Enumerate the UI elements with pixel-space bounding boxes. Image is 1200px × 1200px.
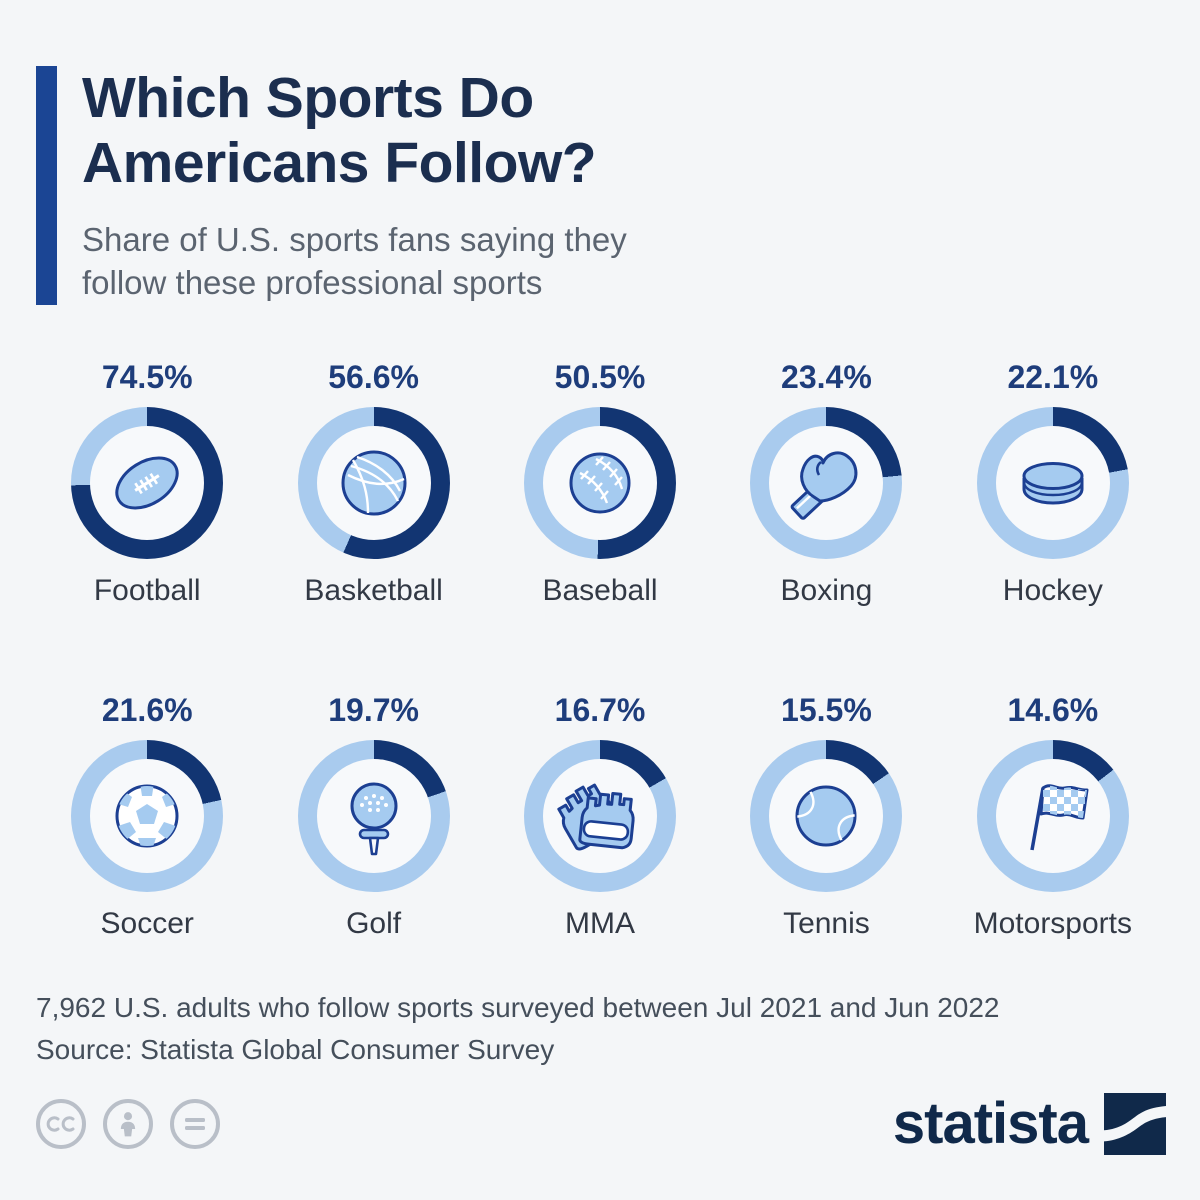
football-icon bbox=[115, 456, 179, 510]
donut-ring-basketball bbox=[297, 407, 450, 560]
page-title-line1: Which Sports Do bbox=[82, 66, 534, 130]
donut-grid: 74.5% bbox=[0, 305, 1200, 941]
sport-card-golf: 19.7% bbox=[260, 692, 486, 941]
sport-label: Boxing bbox=[780, 574, 873, 608]
percent-label: 22.1% bbox=[1007, 359, 1099, 396]
page-title: Which Sports Do Americans Follow? bbox=[82, 66, 627, 196]
donut-ring-motorsports bbox=[976, 740, 1129, 893]
sport-label: Hockey bbox=[1002, 574, 1103, 608]
percent-label: 56.6% bbox=[328, 359, 419, 396]
header-text: Which Sports Do Americans Follow? Share … bbox=[82, 66, 627, 305]
no-derivatives-icon[interactable] bbox=[170, 1099, 220, 1150]
donut-ring-baseball bbox=[524, 407, 677, 560]
page-subtitle-line1: Share of U.S. sports fans saying they bbox=[82, 220, 627, 258]
boxing-glove-icon bbox=[791, 451, 858, 520]
sport-label: Golf bbox=[346, 907, 402, 941]
statista-logo[interactable]: statista bbox=[892, 1091, 1166, 1157]
baseball-icon bbox=[569, 452, 631, 514]
donut-hole bbox=[90, 759, 205, 874]
donut-hole bbox=[543, 426, 658, 541]
sport-label: Motorsports bbox=[973, 907, 1133, 941]
sport-label: MMA bbox=[565, 907, 636, 941]
sport-card-mma: 16.7% bbox=[487, 692, 713, 941]
footer: 7,962 U.S. adults who follow sports surv… bbox=[0, 987, 1200, 1071]
page-subtitle: Share of U.S. sports fans saying they fo… bbox=[82, 218, 627, 305]
donut-ring-hockey bbox=[976, 407, 1129, 560]
percent-label: 23.4% bbox=[781, 359, 872, 396]
percent-label: 74.5% bbox=[101, 359, 193, 396]
header: Which Sports Do Americans Follow? Share … bbox=[0, 0, 1200, 306]
sport-card-baseball: 50.5% bbox=[487, 359, 713, 608]
sport-card-soccer: 21.6% bbox=[34, 692, 260, 941]
cc-icon[interactable] bbox=[36, 1099, 86, 1150]
donut-ring-soccer bbox=[71, 740, 224, 893]
golf-ball-icon bbox=[350, 782, 398, 856]
donut-hole bbox=[995, 759, 1110, 874]
statista-logo-mark bbox=[1104, 1093, 1166, 1156]
sport-card-tennis: 15.5% Tennis bbox=[713, 692, 939, 941]
sport-label: Soccer bbox=[100, 907, 194, 941]
source-note: Source: Statista Global Consumer Survey bbox=[36, 1034, 555, 1066]
sport-label: Baseball bbox=[542, 574, 658, 608]
basketball-icon bbox=[341, 450, 407, 516]
donut-hole bbox=[995, 426, 1110, 541]
donut-hole bbox=[90, 426, 205, 541]
mma-gloves-icon bbox=[550, 778, 638, 853]
percent-label: 15.5% bbox=[781, 692, 872, 729]
donut-hole bbox=[769, 759, 884, 874]
sport-card-hockey: 22.1% Hockey bbox=[940, 359, 1166, 608]
donut-hole bbox=[769, 426, 884, 541]
donut-row-2: 21.6% bbox=[34, 692, 1166, 941]
checkered-flag-icon bbox=[1030, 784, 1089, 851]
percent-label: 16.7% bbox=[554, 692, 646, 729]
donut-ring-tennis bbox=[750, 740, 903, 893]
attribution-icon[interactable] bbox=[103, 1099, 153, 1150]
donut-hole bbox=[316, 426, 431, 541]
percent-label: 19.7% bbox=[328, 692, 419, 729]
donut-ring-football bbox=[71, 407, 224, 560]
license-icons bbox=[36, 1099, 220, 1150]
bottom-bar: statista bbox=[0, 1091, 1200, 1157]
hockey-puck-icon bbox=[1022, 462, 1084, 505]
sport-label: Football bbox=[93, 574, 201, 608]
donut-ring-boxing bbox=[750, 407, 903, 560]
page-title-line2: Americans Follow? bbox=[82, 130, 597, 195]
sport-card-boxing: 23.4% Boxing bbox=[713, 359, 939, 608]
percent-label: 14.6% bbox=[1007, 692, 1099, 729]
donut-ring-mma bbox=[524, 740, 677, 893]
sport-card-basketball: 56.6% Basketb bbox=[260, 359, 486, 608]
donut-ring-golf bbox=[297, 740, 450, 893]
sport-label: Tennis bbox=[783, 907, 870, 941]
percent-label: 21.6% bbox=[101, 692, 193, 729]
title-accent-bar bbox=[36, 66, 57, 306]
statista-wordmark: statista bbox=[892, 1091, 1089, 1157]
donut-row-1: 74.5% bbox=[34, 359, 1166, 608]
sport-card-motorsports: 14.6% bbox=[940, 692, 1166, 941]
percent-label: 50.5% bbox=[554, 359, 646, 396]
survey-note: 7,962 U.S. adults who follow sports surv… bbox=[36, 992, 1000, 1024]
page-subtitle-line2: follow these professional sports bbox=[82, 264, 543, 302]
sport-card-football: 74.5% bbox=[34, 359, 260, 608]
soccer-ball-icon bbox=[115, 784, 179, 848]
sport-label: Basketball bbox=[304, 574, 443, 608]
donut-hole bbox=[543, 759, 658, 874]
tennis-ball-icon bbox=[795, 785, 857, 847]
donut-hole bbox=[316, 759, 431, 874]
